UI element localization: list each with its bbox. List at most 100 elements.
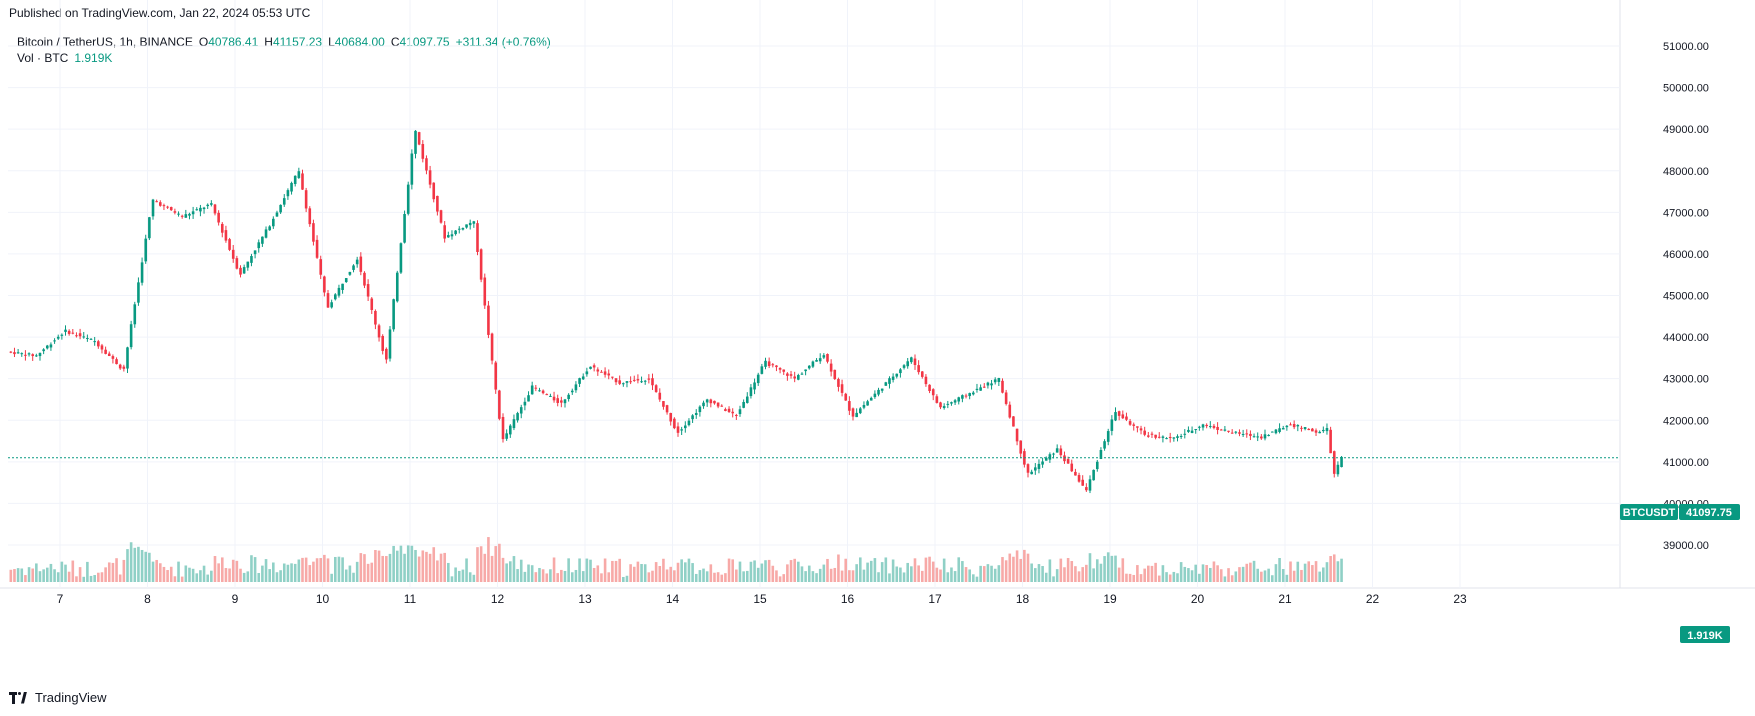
candle-body <box>844 393 848 401</box>
candle-body <box>49 344 53 348</box>
candle-body <box>731 411 734 414</box>
tradingview-brand[interactable]: TradingView <box>9 690 107 705</box>
candle-body <box>399 243 403 273</box>
candle-body <box>647 378 651 380</box>
volume-tag-value: 1.919K <box>1687 630 1723 642</box>
time-axis: 7 8 9 10 11 12 13 14 15 16 17 18 19 20 21 22 23 <box>57 592 1467 606</box>
volume-bar <box>961 561 964 582</box>
volume-bar <box>1216 565 1219 582</box>
volume-bar <box>986 564 990 582</box>
volume-bar <box>1147 565 1150 582</box>
candle-body <box>443 225 446 239</box>
candle-body <box>527 395 530 402</box>
candle-body <box>297 171 301 178</box>
candle-body <box>662 401 665 407</box>
volume-bar <box>334 556 337 582</box>
volume-bar <box>129 542 133 582</box>
volume-bar <box>246 571 250 582</box>
candle-body <box>990 383 993 386</box>
candle-body <box>1205 424 1208 427</box>
volume-bar <box>684 562 687 582</box>
volume-bar <box>1332 554 1336 582</box>
volume-bar <box>530 565 534 582</box>
candle-body <box>107 353 111 357</box>
volume-bar <box>975 576 979 582</box>
volume-bar <box>1150 565 1154 582</box>
candle-body <box>220 223 224 233</box>
volume-bar <box>1136 565 1139 582</box>
volume-bar <box>786 564 789 582</box>
volume-bar <box>1256 568 1259 582</box>
volume-bar <box>1336 561 1340 582</box>
candle-body <box>636 379 640 381</box>
volume-bar <box>1260 571 1263 582</box>
candle-body <box>895 373 899 377</box>
candle-body <box>822 355 826 358</box>
volume-bar <box>385 556 388 582</box>
candle-body <box>534 387 538 389</box>
candle-body <box>552 396 556 401</box>
candle-body <box>414 130 417 154</box>
candle-body <box>1292 424 1296 428</box>
candle-body <box>1055 448 1059 453</box>
volume-bar <box>1230 575 1234 582</box>
volume-bar <box>1059 558 1063 582</box>
candle-body <box>530 385 534 395</box>
volume-bar <box>1176 573 1179 582</box>
volume-bar <box>589 559 592 582</box>
volume-label[interactable]: Vol · BTC <box>17 51 69 65</box>
volume-bar <box>1303 563 1307 582</box>
volume-bar <box>964 567 968 582</box>
volume-bar <box>1281 569 1285 582</box>
volume-bar <box>647 572 651 582</box>
volume-bar <box>1329 555 1332 582</box>
candle-body <box>1267 434 1270 436</box>
candle-body <box>1048 454 1052 460</box>
volume-bar <box>895 566 899 582</box>
volume-bar <box>913 558 917 582</box>
volume-bar <box>417 556 421 582</box>
volume-bar <box>100 572 104 582</box>
x-tick-label: 13 <box>578 592 592 606</box>
volume-bar <box>724 573 727 582</box>
tradingview-logo-icon <box>9 691 29 704</box>
candle-body <box>180 215 184 217</box>
candle-body <box>877 389 880 395</box>
volume-bar <box>767 559 771 582</box>
volume-bar <box>421 550 425 582</box>
volume-bar <box>782 574 786 582</box>
volume-bar <box>498 543 501 582</box>
volume-bar <box>910 566 913 582</box>
volume-bar <box>56 572 60 582</box>
volume-bar <box>111 562 115 582</box>
volume-bar <box>319 558 323 582</box>
volume-bar <box>235 560 239 582</box>
volume-bar <box>611 560 614 582</box>
candle-body <box>643 380 647 382</box>
volume-bar <box>195 573 199 582</box>
candle-body <box>1325 428 1329 432</box>
volume-bar <box>519 559 523 582</box>
candle-body <box>680 429 683 431</box>
volume-bar <box>97 572 100 582</box>
candle-body <box>1059 448 1063 456</box>
candle-body <box>410 153 414 185</box>
candle-body <box>1030 471 1033 475</box>
candle-body <box>848 401 851 411</box>
volume-bar <box>592 567 596 582</box>
candle-body <box>629 381 632 383</box>
candle-body <box>581 376 585 380</box>
candle-body <box>611 376 614 378</box>
candle-body <box>603 371 607 375</box>
price-tag-value: 41097.75 <box>1686 507 1732 519</box>
candle-body <box>1052 453 1055 455</box>
volume-bar <box>549 569 552 582</box>
candle-body <box>767 361 771 367</box>
volume-bar <box>1234 571 1238 582</box>
candle-body <box>465 224 468 228</box>
candle-body <box>753 382 756 390</box>
candle-body <box>53 340 56 342</box>
volume-bar <box>483 553 487 582</box>
volume-bar <box>31 568 34 582</box>
